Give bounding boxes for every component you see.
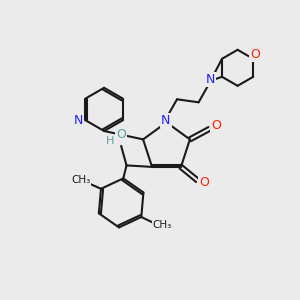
- Text: CH₃: CH₃: [153, 220, 172, 230]
- Text: N: N: [206, 73, 215, 86]
- Text: O: O: [199, 176, 209, 189]
- Text: O: O: [250, 48, 260, 62]
- Text: O: O: [116, 128, 126, 141]
- Text: H: H: [106, 136, 114, 146]
- Text: CH₃: CH₃: [71, 175, 90, 185]
- Text: N: N: [161, 114, 171, 127]
- Text: N: N: [74, 114, 83, 127]
- Text: O: O: [211, 119, 221, 132]
